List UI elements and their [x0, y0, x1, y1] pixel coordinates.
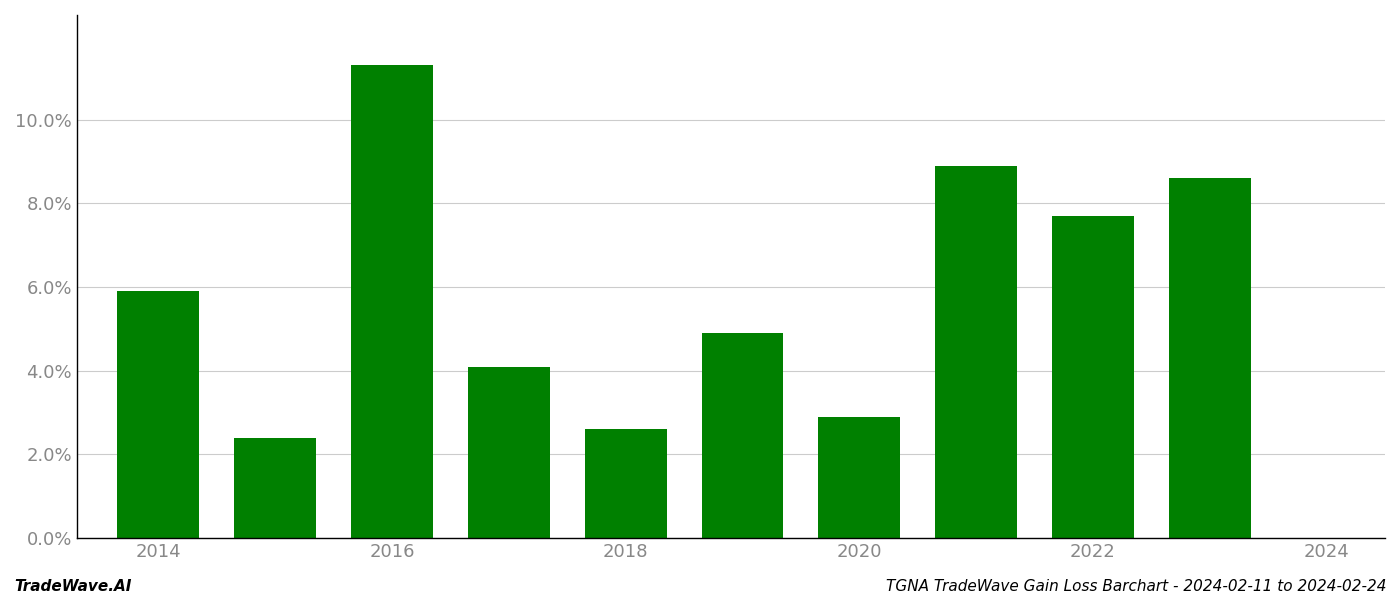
Bar	[468, 367, 550, 538]
Bar	[701, 333, 784, 538]
Bar	[1051, 216, 1134, 538]
Bar	[819, 417, 900, 538]
Bar	[935, 166, 1016, 538]
Text: TradeWave.AI: TradeWave.AI	[14, 579, 132, 594]
Bar	[585, 430, 666, 538]
Bar	[1169, 178, 1250, 538]
Text: TGNA TradeWave Gain Loss Barchart - 2024-02-11 to 2024-02-24: TGNA TradeWave Gain Loss Barchart - 2024…	[885, 579, 1386, 594]
Bar	[118, 291, 199, 538]
Bar	[351, 65, 433, 538]
Bar	[234, 437, 316, 538]
